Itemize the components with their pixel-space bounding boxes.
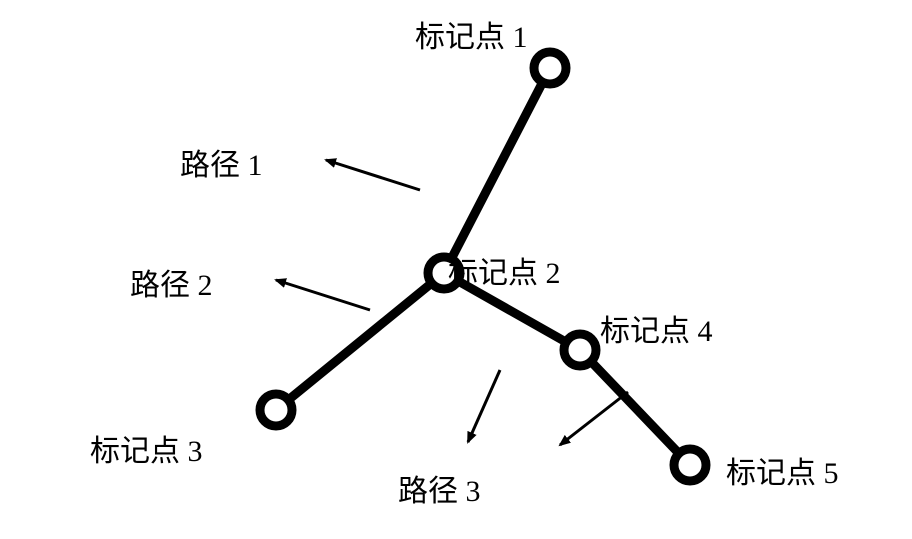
diagram-canvas: 标记点 1 标记点 2 标记点 3 标记点 4 标记点 5 路径 1 路径 2 … bbox=[0, 0, 912, 539]
pointer-arrow bbox=[468, 370, 500, 442]
arrows-layer bbox=[276, 160, 628, 445]
node-n3 bbox=[260, 394, 292, 426]
node-n1 bbox=[534, 52, 566, 84]
label-marker-4: 标记点 4 bbox=[600, 306, 713, 350]
label-path-3: 路径 3 bbox=[398, 466, 481, 510]
edge bbox=[580, 350, 690, 465]
label-marker-2: 标记点 2 bbox=[448, 248, 561, 292]
label-path-2: 路径 2 bbox=[130, 260, 213, 304]
pointer-arrow bbox=[276, 280, 370, 310]
pointer-arrow bbox=[560, 392, 628, 445]
node-n5 bbox=[674, 449, 706, 481]
label-marker-5: 标记点 5 bbox=[726, 448, 839, 492]
node-n4 bbox=[564, 334, 596, 366]
edge bbox=[444, 68, 550, 273]
label-marker-3: 标记点 3 bbox=[90, 426, 203, 470]
label-marker-1: 标记点 1 bbox=[415, 12, 528, 56]
pointer-arrow bbox=[326, 160, 420, 190]
label-path-1: 路径 1 bbox=[180, 140, 263, 184]
edge bbox=[276, 273, 444, 410]
